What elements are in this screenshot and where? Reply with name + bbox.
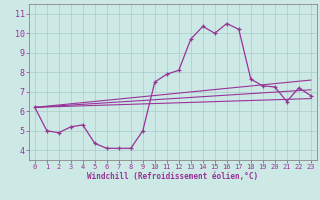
X-axis label: Windchill (Refroidissement éolien,°C): Windchill (Refroidissement éolien,°C) <box>87 172 258 181</box>
